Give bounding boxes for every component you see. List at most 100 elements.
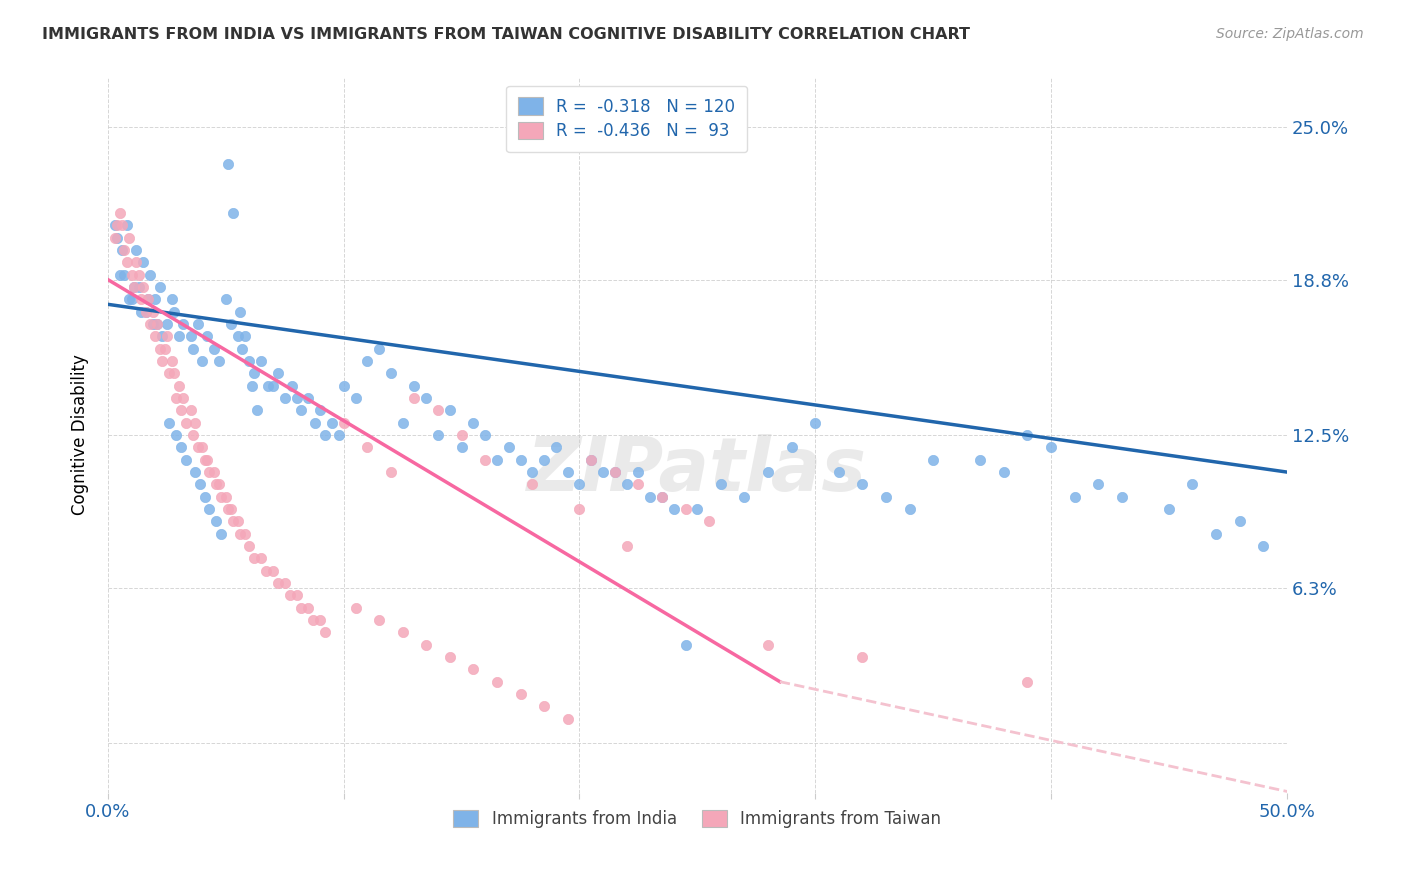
Point (404, 378, 426, 392)
Point (156, 317, 179, 331)
Point (139, 268, 162, 282)
Point (217, 502, 239, 516)
Point (179, 329, 201, 343)
Point (804, 416, 827, 430)
Point (160, 293, 183, 307)
Point (356, 354, 378, 368)
Point (191, 441, 214, 455)
Point (181, 342, 204, 356)
Point (627, 477, 650, 491)
Point (205, 477, 228, 491)
Point (184, 416, 207, 430)
Point (191, 354, 214, 368)
Text: Source: ZipAtlas.com: Source: ZipAtlas.com (1216, 27, 1364, 41)
Point (627, 465, 650, 479)
Point (314, 625, 336, 640)
Point (107, 231, 129, 245)
Point (184, 465, 207, 479)
Point (233, 526, 256, 541)
Point (250, 354, 273, 368)
Point (219, 502, 242, 516)
Point (1039, 441, 1062, 455)
Point (104, 219, 127, 233)
Point (1017, 428, 1039, 442)
Point (208, 477, 231, 491)
Point (146, 317, 169, 331)
Point (226, 329, 249, 343)
Point (544, 441, 567, 455)
Point (108, 268, 131, 282)
Point (108, 206, 131, 220)
Point (146, 317, 169, 331)
Point (304, 416, 326, 430)
Point (1111, 490, 1133, 504)
Point (557, 465, 579, 479)
Point (238, 539, 260, 553)
Point (697, 514, 720, 528)
Point (321, 416, 343, 430)
Point (135, 304, 157, 318)
Point (969, 452, 991, 467)
Point (238, 354, 260, 368)
Point (194, 452, 217, 467)
Point (415, 638, 437, 652)
Point (198, 465, 221, 479)
Point (710, 477, 733, 491)
Point (143, 293, 166, 307)
Point (129, 293, 152, 307)
Point (215, 490, 238, 504)
Point (115, 219, 138, 233)
Point (463, 416, 485, 430)
Point (875, 490, 897, 504)
Point (533, 699, 555, 714)
Point (592, 465, 614, 479)
Point (522, 465, 544, 479)
Point (267, 367, 290, 381)
Point (533, 452, 555, 467)
Point (756, 638, 779, 652)
Point (132, 280, 155, 294)
Point (922, 452, 945, 467)
Point (1229, 514, 1251, 528)
Point (128, 268, 150, 282)
Point (1205, 526, 1227, 541)
Point (662, 502, 685, 516)
Point (172, 317, 194, 331)
Point (603, 465, 626, 479)
Point (149, 280, 172, 294)
Point (179, 403, 201, 417)
Point (828, 465, 851, 479)
Point (332, 416, 354, 430)
Point (125, 243, 148, 257)
Point (226, 514, 249, 528)
Point (993, 465, 1015, 479)
Point (380, 465, 402, 479)
Point (163, 304, 186, 318)
Point (217, 157, 239, 171)
Point (756, 465, 779, 479)
Point (219, 317, 242, 331)
Point (368, 613, 391, 627)
Point (121, 293, 143, 307)
Point (104, 231, 127, 245)
Point (195, 452, 218, 467)
Point (568, 477, 591, 491)
Point (262, 564, 284, 578)
Point (132, 255, 155, 269)
Point (165, 428, 187, 442)
Point (498, 441, 520, 455)
Point (267, 576, 290, 591)
Point (780, 441, 803, 455)
Point (285, 391, 308, 405)
Point (439, 650, 461, 665)
Point (314, 428, 336, 442)
Point (474, 428, 496, 442)
Point (278, 588, 301, 602)
Point (163, 367, 186, 381)
Point (297, 391, 319, 405)
Point (167, 378, 190, 392)
Point (851, 650, 873, 665)
Point (122, 280, 145, 294)
Point (522, 477, 544, 491)
Point (205, 514, 228, 528)
